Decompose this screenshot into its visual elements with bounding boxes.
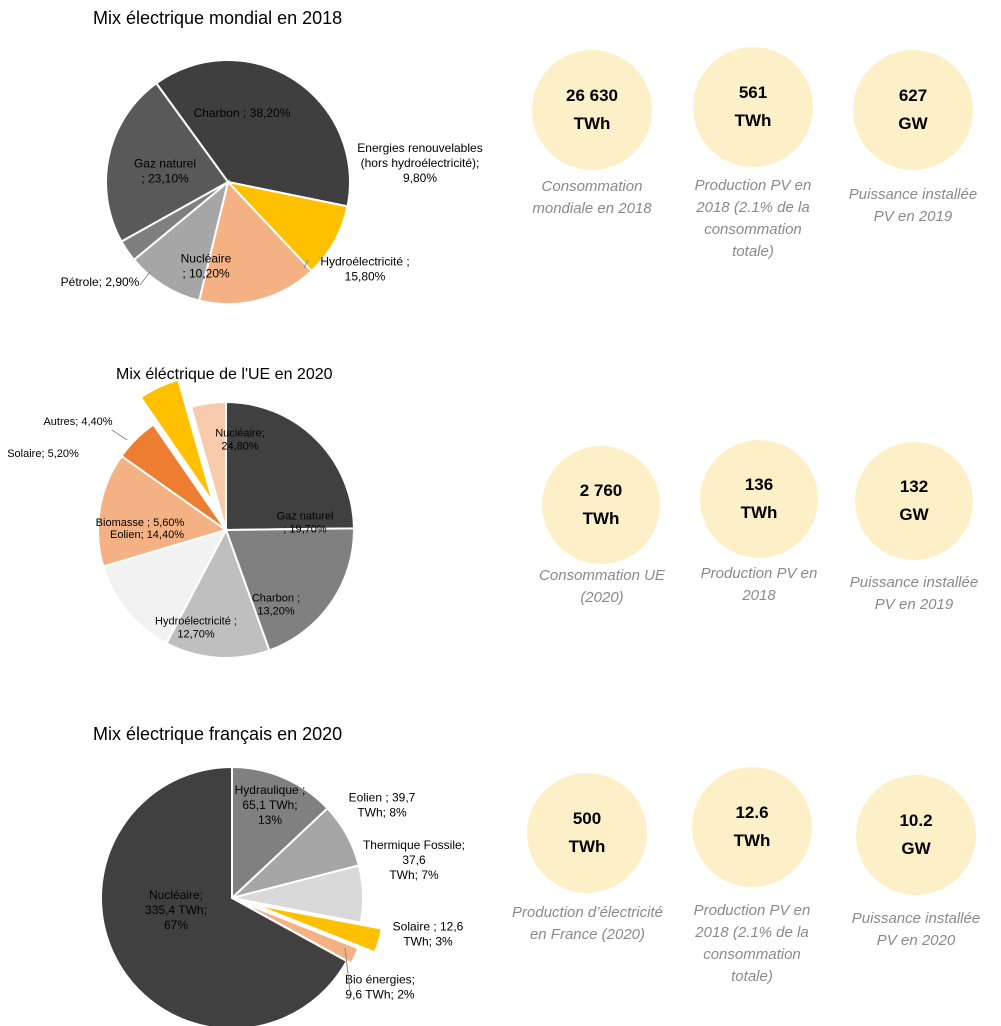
stat-unit: GW	[899, 505, 929, 524]
slice-label: Solaire; 5,20%	[7, 448, 79, 460]
leader-line	[303, 259, 309, 269]
pie-slice	[154, 59, 351, 208]
slice-label: Gaz naturel; 19,70%	[277, 511, 334, 536]
pie-slice	[97, 454, 229, 568]
pie-slice	[225, 400, 356, 532]
pie-slice	[231, 765, 329, 901]
stat-circle: 500 TWh	[527, 773, 647, 893]
pie-slice	[252, 903, 383, 954]
stat-value: 136	[744, 475, 774, 494]
stat-caption: Consommation mondiale en 2018	[532, 178, 652, 217]
pie-slice	[132, 179, 230, 302]
stat-unit: TWh	[733, 831, 771, 850]
pie-slice	[120, 423, 227, 531]
pie-slice	[100, 765, 349, 1026]
pie-slice	[189, 400, 227, 531]
stat-circle: 627 GW	[853, 50, 973, 170]
leader-line	[111, 429, 128, 441]
stat-caption: Production PV en 2018 (2.1% de la consomma…	[694, 177, 812, 260]
stat-caption: Puissance installée PV en 2019	[848, 186, 978, 225]
pie-slice	[165, 527, 271, 659]
leader-line	[344, 947, 351, 993]
stat-caption: Puissance installée PV en 2019	[849, 574, 979, 613]
stat-value: 627	[898, 86, 928, 105]
pie-france	[100, 765, 383, 1026]
stat-circle: 26 630 TWh	[532, 50, 652, 170]
pie-world	[105, 59, 351, 305]
leader-line	[139, 271, 151, 286]
stat-unit: TWh	[582, 509, 620, 528]
stat-unit: TWh	[568, 837, 606, 856]
pie-slice	[139, 378, 215, 504]
stat-circle: 561 TWh	[693, 47, 813, 167]
pie-slice	[105, 81, 230, 243]
stat-value: 10.2	[899, 811, 933, 830]
slice-label: Hydraulique ; 65,1 TWh; 13%	[235, 783, 306, 827]
slice-label: Thermique Fossile; 37,6 TWh; 7%	[363, 838, 465, 882]
stat-circle: 2 760 TWh	[542, 446, 660, 564]
stat-caption: Consommation UE (2020)	[539, 567, 665, 606]
slice-label: Eolien; 14,40%	[110, 529, 184, 541]
pie-slice	[231, 864, 364, 924]
pie-slice	[224, 527, 355, 652]
stat-circle: 10.2 GW	[856, 775, 976, 895]
slice-label: Nucléaire; 24,80%	[215, 428, 265, 453]
slice-label: Nucléaire; 10,20%	[181, 252, 232, 281]
stat-circle: 12.6 TWh	[692, 767, 812, 887]
pie-labels: Charbon ; 38,20% Energies renouvelables (h…	[7, 106, 482, 1002]
slice-label: Gaz naturel; 23,10%	[134, 157, 196, 186]
chart-title-world: Mix électrique mondial en 2018	[93, 8, 343, 28]
slice-label: Eolien ; 39,7 TWh; 8%	[349, 791, 416, 820]
slice-label: Biomasse ; 5,60%	[96, 517, 185, 529]
pie-slice	[197, 179, 313, 305]
chart-title-france: Mix électrique français en 2020	[93, 724, 343, 744]
stat-unit: TWh	[573, 114, 611, 133]
stat-value: 2 760	[579, 481, 623, 500]
stat-caption: Production d’électricité en France (2020)	[512, 904, 663, 943]
stat-value: 561	[738, 83, 768, 102]
slice-label: Pétrole; 2,90%	[61, 275, 140, 289]
slice-label: Charbon ; 13,20%	[252, 593, 300, 618]
stat-caption: Production PV en 2018	[700, 565, 818, 604]
stat-unit: TWh	[740, 503, 778, 522]
stat-value: 500	[572, 809, 602, 828]
slice-label: Charbon ; 38,20%	[194, 106, 291, 120]
slice-label: Hydroélectricité ; 12,70%	[155, 616, 237, 641]
stat-circle: 136 TWh	[700, 440, 818, 558]
stat-circle: 132 GW	[855, 442, 973, 560]
pie-slice	[225, 180, 349, 273]
pie-eu	[97, 378, 356, 659]
pie-slice	[236, 899, 360, 965]
slice-label: Hydroélectricité ; 15,80%	[320, 255, 409, 284]
stat-value: 132	[899, 477, 929, 496]
slice-label: Nucléaire; 335,4 TWh; 67%	[145, 888, 207, 932]
stat-caption: Puissance installée PV en 2020	[851, 910, 981, 949]
stat-unit: TWh	[734, 111, 772, 130]
stat-unit: GW	[898, 114, 928, 133]
chart-title-eu: Mix éléctrique de l'UE en 2020	[116, 366, 333, 383]
slice-label: Autres; 4,40%	[43, 416, 112, 428]
slice-label: Solaire ; 12,6 TWh; 3%	[393, 920, 464, 949]
stat-value: 26 630	[566, 86, 618, 105]
slice-label: Energies renouvelables (hors hydroélectri…	[357, 141, 482, 185]
slice-label: Bio énergies; 9,6 TWh; 2%	[345, 973, 415, 1002]
stat-caption: Production PV en 2018 (2.1% de la consomma…	[693, 902, 811, 985]
stat-unit: GW	[901, 839, 931, 858]
pie-charts: Charbon ; 38,20% Energies renouvelables (h…	[7, 59, 483, 1026]
stat-value: 12.6	[735, 803, 769, 822]
